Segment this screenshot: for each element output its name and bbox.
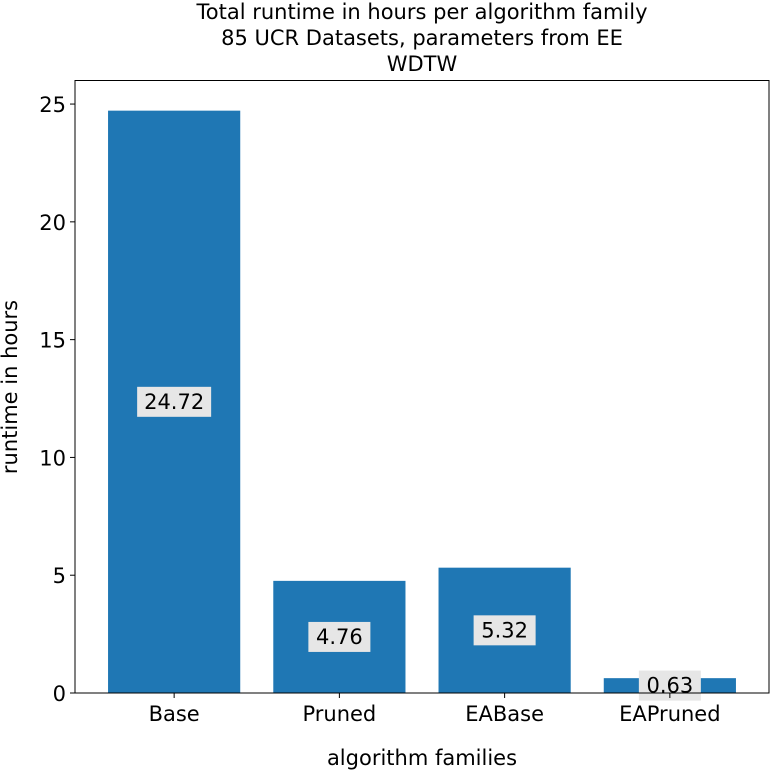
value-label-base: 24.72: [137, 386, 212, 417]
y-tick-label-20: 20: [39, 211, 66, 235]
y-tick-label-0: 0: [53, 682, 66, 706]
chart-title: Total runtime in hours per algorithm fam…: [195, 0, 647, 76]
value-label-text: 5.32: [481, 618, 528, 642]
value-label-pruned: 4.76: [308, 621, 371, 652]
x-tick-label-eabase: EABase: [465, 702, 544, 726]
x-tick-label-pruned: Pruned: [302, 702, 376, 726]
x-axis-label: algorithm families: [327, 746, 517, 770]
y-axis-label: runtime in hours: [0, 300, 22, 474]
value-label-box: [137, 386, 212, 417]
x-tick-label-eapruned: EAPruned: [619, 702, 720, 726]
y-tick-label-5: 5: [53, 564, 66, 588]
y-tick-label-15: 15: [39, 329, 66, 353]
plot-frame: [74, 80, 770, 694]
y-axis-ticks: 0 5 10 15 20 25: [39, 93, 75, 706]
value-label-text: 4.76: [316, 625, 363, 649]
chart-title-line-2: 85 UCR Datasets, parameters from EE: [221, 26, 623, 50]
x-tick-label-base: Base: [149, 702, 200, 726]
y-tick-label-25: 25: [39, 93, 66, 117]
value-label-box: [308, 621, 371, 652]
y-tick-label-10: 10: [39, 446, 66, 470]
value-label-box: [473, 615, 536, 646]
value-label-eabase: 5.32: [473, 615, 536, 646]
x-axis-ticks: Base Pruned EABase EAPruned: [149, 693, 721, 726]
chart-title-line-3: WDTW: [387, 52, 458, 76]
chart-title-line-1: Total runtime in hours per algorithm fam…: [195, 0, 647, 24]
value-label-text: 24.72: [144, 390, 204, 414]
